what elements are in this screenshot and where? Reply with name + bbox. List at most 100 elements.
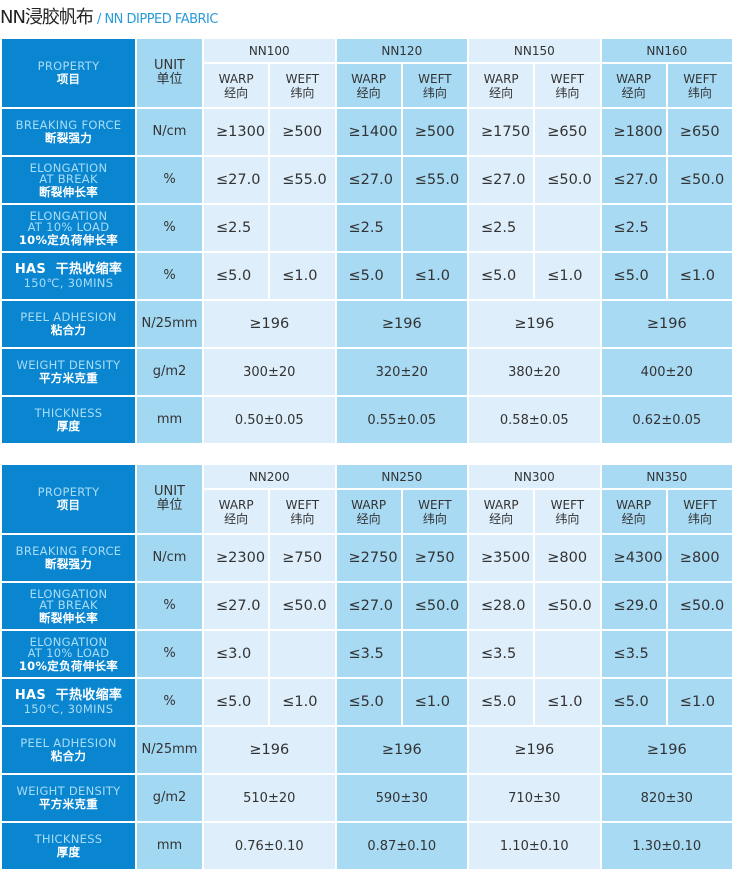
label-en: WEIGHT DENSITY <box>16 358 121 372</box>
weft-value <box>533 203 602 253</box>
weft-value: ≥650 <box>665 107 732 157</box>
page-title: NN浸胶帆布 / NN DIPPED FABRIC <box>0 3 218 29</box>
weft-value: ≤50.0 <box>533 581 602 631</box>
label-en: UNIT <box>153 484 185 499</box>
table-row: PEEL ADHESION 粘合力 N/25mm ≥196 ≥196 ≥196 ≥196 <box>0 299 732 349</box>
value-cell: ≥196 <box>467 725 602 775</box>
weft-value: ≤1.0 <box>533 251 602 301</box>
table-row: ELONGATION AT 10% LOAD 10%定负荷伸长率% ≤3.0 ≤3.5… <box>0 629 732 679</box>
unit-cell: N/cm <box>135 533 204 583</box>
label-cn: 经向 <box>356 511 381 526</box>
warp-value: ≤5.0 <box>334 251 403 301</box>
warp-value: ≤27.0 <box>334 155 403 205</box>
weft-value <box>665 203 732 253</box>
label-en: WARP <box>483 71 519 86</box>
warp-header: WARP 经向 <box>334 62 403 109</box>
table-row: THICKNESS 厚度 mm 0.50±0.05 0.55±0.05 0.58±0.05… <box>0 395 732 445</box>
label-cn: 平方米克重 <box>39 797 98 811</box>
value-cell: ≥196 <box>599 725 732 775</box>
unit-cell: % <box>135 581 204 631</box>
warp-header: WARP 经向 <box>201 488 271 535</box>
property-cell: BREAKING FORCE 断裂强力 <box>0 107 137 157</box>
label-cn: 纬向 <box>290 511 315 526</box>
value-cell: ≥196 <box>334 725 470 775</box>
label-en: WEIGHT DENSITY <box>16 784 121 798</box>
weft-value: ≤1.0 <box>533 677 602 727</box>
label-en: PEEL ADHESION <box>20 736 117 750</box>
label-en: UNIT <box>153 58 185 73</box>
weft-value: ≤50.0 <box>665 155 732 205</box>
property-header: PROPERTY 项目 <box>0 463 137 535</box>
warp-value: ≤5.0 <box>201 251 271 301</box>
warp-value: ≤3.5 <box>599 629 668 679</box>
value-cell: ≥196 <box>467 299 602 349</box>
label-cn: 10%定负荷伸长率 <box>18 232 119 247</box>
label-cn: 150℃, 30MINS <box>23 701 114 716</box>
label-en: THICKNESS <box>34 406 103 420</box>
table-row: WEIGHT DENSITY 平方米克重 g/m2 300±20 320±20 380±2… <box>0 347 732 397</box>
unit-header: UNIT 单位 <box>135 37 204 109</box>
label-cn: 断裂伸长率 <box>39 184 98 199</box>
value-cell: 0.58±0.05 <box>467 395 602 445</box>
warp-header: WARP 经向 <box>599 62 668 109</box>
property-header: PROPERTY 项目 <box>0 37 137 109</box>
table-row: ELONGATION AT 10% LOAD 10%定负荷伸长率% ≤2.5 ≤2.5… <box>0 203 732 253</box>
unit-cell: N/25mm <box>135 299 204 349</box>
weft-value: ≤1.0 <box>665 677 732 727</box>
property-cell: WEIGHT DENSITY 平方米克重 <box>0 347 137 397</box>
property-cell: ELONGATION AT 10% LOAD 10%定负荷伸长率 <box>0 629 137 679</box>
label-cn: 经向 <box>489 85 514 100</box>
weft-header: WEFT 纬向 <box>665 62 732 109</box>
weft-header: WEFT 纬向 <box>665 488 732 535</box>
group-header: NN350 <box>599 463 732 490</box>
label-cn: 150℃, 30MINS <box>23 275 114 290</box>
warp-header: WARP 经向 <box>201 62 271 109</box>
warp-value: ≤3.5 <box>334 629 403 679</box>
label-cn: 经向 <box>224 85 249 100</box>
label-cn: 单位 <box>156 498 183 513</box>
label-cn: 经向 <box>356 85 381 100</box>
label-en: WEFT <box>683 71 717 86</box>
unit-cell: mm <box>135 395 204 445</box>
warp-header: WARP 经向 <box>467 62 536 109</box>
group-header: NN250 <box>334 463 470 490</box>
label-en: WARP <box>616 71 652 86</box>
property-cell: HAS 干热收缩率 150℃, 30MINS <box>0 677 137 727</box>
subheader-row: WARP 经向 WEFT 纬向 WARP 经向 WEFT 纬向 WARP 经向 WEFT 纬向 WARP… <box>1 62 732 109</box>
label-cn: 纬向 <box>555 511 580 526</box>
title-en: / NN DIPPED FABRIC <box>96 12 219 27</box>
label-cn: 项目 <box>56 498 81 512</box>
warp-value: ≥3500 <box>467 533 536 583</box>
unit-cell: % <box>135 677 204 727</box>
table-row: WEIGHT DENSITY 平方米克重 g/m2 510±20 590±30 710±3… <box>0 773 732 823</box>
label-en: WEFT <box>418 71 452 86</box>
warp-value: ≤28.0 <box>467 581 536 631</box>
property-cell: HAS 干热收缩率 150℃, 30MINS <box>0 251 137 301</box>
weft-value <box>400 629 470 679</box>
label-en: PROPERTY <box>37 485 100 499</box>
label-en: WARP <box>351 71 387 86</box>
unit-cell: % <box>135 251 204 301</box>
warp-value: ≤27.0 <box>599 155 668 205</box>
group-header: NN120 <box>334 37 470 64</box>
label-cn: 纬向 <box>422 85 447 100</box>
warp-value: ≤29.0 <box>599 581 668 631</box>
property-cell: ELONGATION AT BREAK 断裂伸长率 <box>0 581 137 631</box>
warp-value: ≤27.0 <box>467 155 536 205</box>
weft-value: ≤55.0 <box>268 155 337 205</box>
weft-header: WEFT 纬向 <box>400 488 470 535</box>
property-cell: PEEL ADHESION 粘合力 <box>0 725 137 775</box>
group-header: NN100 <box>202 37 337 64</box>
value-cell: ≥196 <box>599 299 732 349</box>
group-header: NN160 <box>599 37 732 64</box>
weft-value: ≤1.0 <box>268 251 337 301</box>
weft-header: WEFT 纬向 <box>268 488 337 535</box>
label-cn: 10%定负荷伸长率 <box>18 658 119 673</box>
label-cn: 厚度 <box>56 845 81 859</box>
unit-cell: g/m2 <box>135 773 204 823</box>
label-en: WEFT <box>550 71 585 86</box>
weft-header: WEFT 纬向 <box>533 62 602 109</box>
label-cn: 粘合力 <box>50 749 87 763</box>
label-cn: 纬向 <box>555 85 580 100</box>
value-cell: 820±30 <box>599 773 732 823</box>
